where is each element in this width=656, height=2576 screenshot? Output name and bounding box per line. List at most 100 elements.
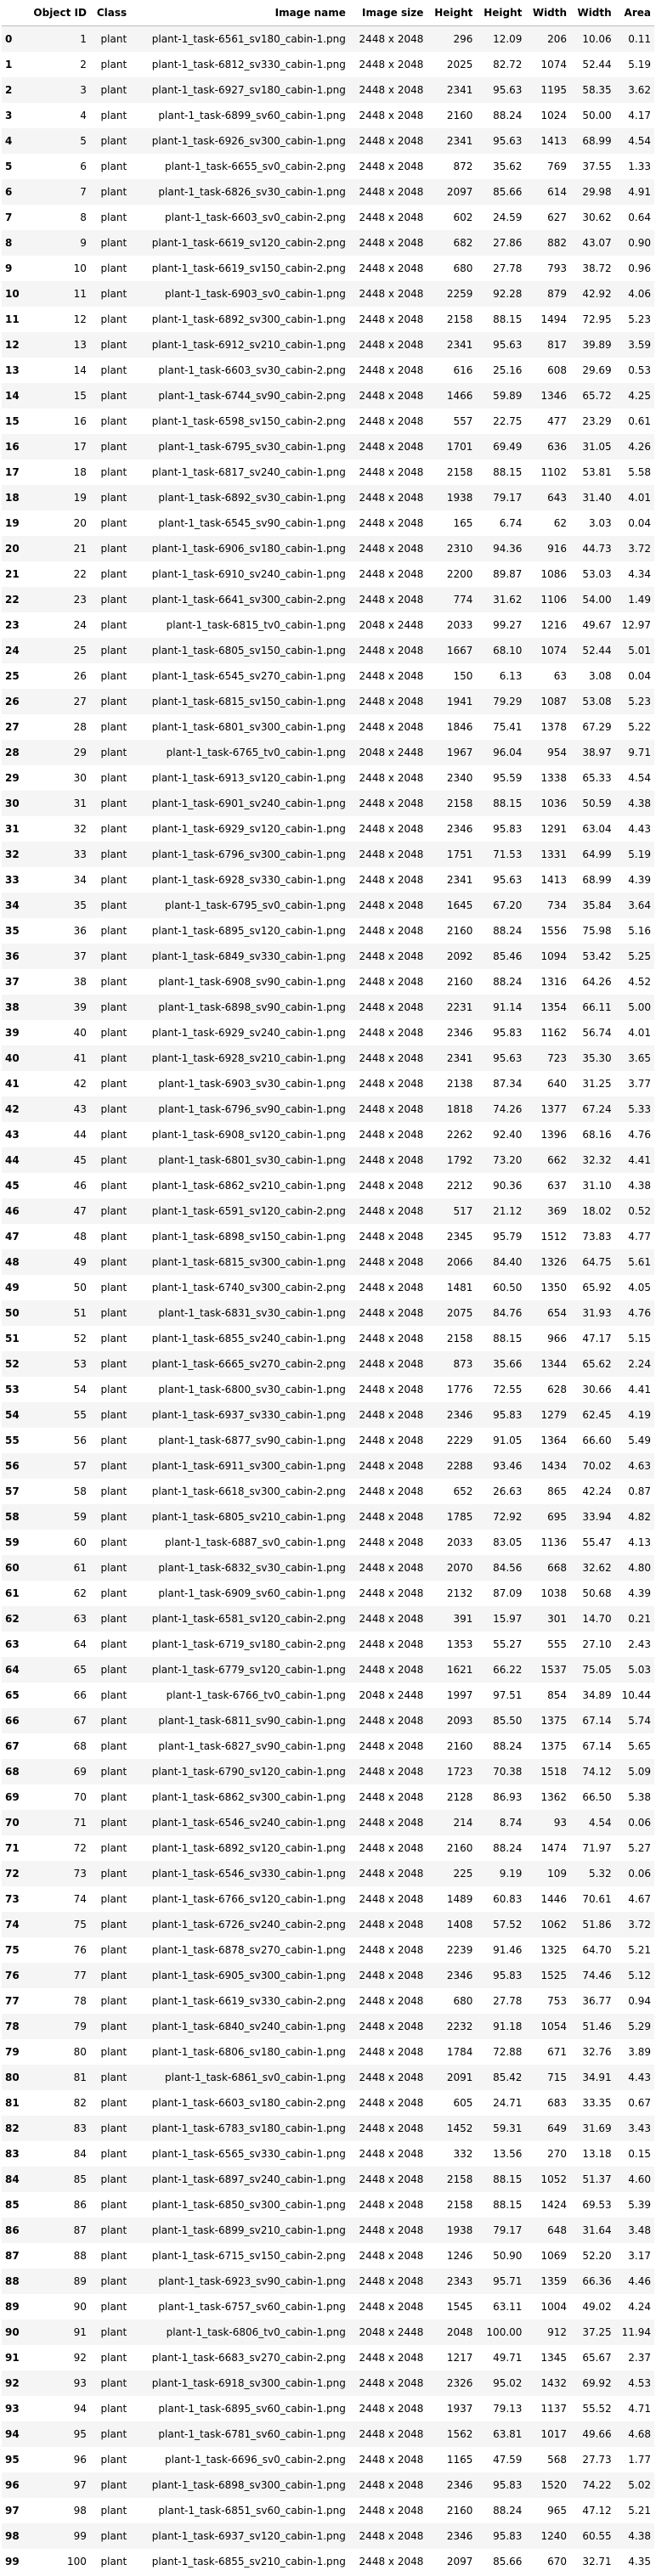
table-cell: 91.18 — [493, 2021, 523, 2032]
table-row: 97 98 plant plant-1_task-6851_sv60_cabin-1.… — [2, 2498, 654, 2523]
table-cell: 54.00 — [582, 594, 612, 606]
table-cell: plant — [100, 1256, 127, 1268]
table-cell: 1413 — [540, 135, 568, 147]
table-cell: plant-1_task-6937_sv330_cabin-1.png — [151, 1409, 346, 1421]
table-cell: 2048 x 2448 — [359, 619, 424, 631]
table-cell: 2448 x 2048 — [359, 2097, 424, 2109]
table-cell: 2259 — [446, 288, 473, 300]
table-cell: 1364 — [540, 1435, 568, 1446]
table-cell: 84.40 — [493, 1256, 523, 1268]
table-cell: 966 — [547, 1333, 568, 1344]
table-cell: 2343 — [446, 2275, 473, 2287]
row-index: 18 — [5, 492, 20, 504]
table-cell: 2448 x 2048 — [359, 2173, 424, 2185]
table-cell: 965 — [547, 2505, 568, 2517]
table-row: 31 32 plant plant-1_task-6929_sv120_cabin-1… — [2, 816, 654, 842]
table-cell: 31.62 — [493, 594, 523, 606]
table-cell: 2448 x 2048 — [359, 2530, 424, 2542]
table-row: 9 10 plant plant-1_task-6619_sv150_cabin-2.… — [2, 256, 654, 281]
table-cell: 66.60 — [582, 1435, 612, 1446]
table-cell: 2448 x 2048 — [359, 313, 424, 325]
table-cell: 71 — [73, 1817, 87, 1829]
table-cell: plant-1_task-6877_sv90_cabin-1.png — [158, 1435, 346, 1446]
table-cell: 774 — [453, 594, 473, 606]
table-cell: 2448 x 2048 — [359, 2046, 424, 2058]
table-cell: 59.31 — [493, 2122, 523, 2134]
table-cell: plant-1_task-6817_sv240_cabin-1.png — [151, 466, 346, 478]
row-index: 58 — [5, 1511, 20, 1523]
table-cell: 517 — [453, 1205, 473, 1217]
table-cell: 332 — [453, 2148, 473, 2160]
table-cell: 2448 x 2048 — [359, 1435, 424, 1446]
table-row: 64 65 plant plant-1_task-6779_sv120_cabin-1… — [2, 1657, 654, 1683]
table-row: 46 47 plant plant-1_task-6591_sv120_cabin-2… — [2, 1198, 654, 1224]
table-row: 15 16 plant plant-1_task-6598_sv150_cabin-2… — [2, 409, 654, 434]
table-cell: 23.29 — [582, 415, 612, 427]
table-cell: plant — [100, 1740, 127, 1752]
table-cell: 6.74 — [499, 517, 523, 529]
table-row: 19 20 plant plant-1_task-6545_sv90_cabin-1.… — [2, 510, 654, 536]
table-row: 0 1 plant plant-1_task-6561_sv180_cabin-1.p… — [2, 25, 654, 52]
table-cell: 2448 x 2048 — [359, 1511, 424, 1523]
table-cell: 51.86 — [582, 1919, 612, 1931]
table-cell: 36 — [73, 925, 87, 937]
table-cell: 2448 x 2048 — [359, 594, 424, 606]
table-row: 40 41 plant plant-1_task-6928_sv210_cabin-1… — [2, 1046, 654, 1071]
table-cell: 12.97 — [621, 619, 651, 631]
table-cell: 74.26 — [493, 1103, 523, 1115]
table-cell: 2346 — [446, 2530, 473, 2542]
table-cell: 8 — [80, 211, 87, 223]
table-cell: 2341 — [446, 135, 473, 147]
table-cell: 95.63 — [493, 135, 523, 147]
table-cell: 2448 x 2048 — [359, 976, 424, 988]
table-cell: 2448 x 2048 — [359, 2454, 424, 2466]
table-cell: 39.89 — [582, 339, 612, 351]
table-cell: 817 — [547, 339, 568, 351]
table-row: 18 19 plant plant-1_task-6892_sv30_cabin-1.… — [2, 485, 654, 510]
table-cell: plant — [100, 543, 127, 555]
table-cell: 98 — [73, 2505, 87, 2517]
table-cell: plant-1_task-6850_sv300_cabin-1.png — [151, 2199, 346, 2211]
table-cell: 18 — [73, 466, 87, 478]
table-cell: 9.19 — [499, 1868, 523, 1880]
table-row: 99 100 plant plant-1_task-6855_sv210_cabin-… — [2, 2549, 654, 2574]
table-cell: 37 — [73, 950, 87, 962]
row-index: 60 — [5, 1562, 20, 1574]
table-cell: 95.79 — [493, 1231, 523, 1243]
table-cell: 4 — [80, 110, 87, 121]
table-cell: 2288 — [446, 1460, 473, 1472]
table-cell: 4.38 — [628, 1180, 651, 1192]
table-row: 58 59 plant plant-1_task-6805_sv210_cabin-1… — [2, 1504, 654, 1530]
table-cell: 649 — [547, 2122, 568, 2134]
table-cell: 2160 — [446, 110, 473, 121]
table-cell: 73.20 — [493, 1154, 523, 1166]
table-cell: 60.50 — [493, 1282, 523, 1294]
table-cell: 31.40 — [582, 492, 612, 504]
table-cell: 35.84 — [582, 899, 612, 911]
table-cell: 65.33 — [582, 772, 612, 784]
table-cell: 680 — [453, 262, 473, 274]
table-cell: 11.94 — [621, 2326, 651, 2338]
table-cell: 2448 x 2048 — [359, 1536, 424, 1548]
table-cell: plant-1_task-6591_sv120_cabin-2.png — [151, 1205, 346, 1217]
table-cell: 3.72 — [628, 1919, 651, 1931]
table-cell: plant — [100, 823, 127, 835]
table-cell: 2128 — [446, 1791, 473, 1803]
row-index: 42 — [5, 1103, 20, 1115]
table-cell: 916 — [547, 543, 568, 555]
table-cell: 62 — [73, 1587, 87, 1599]
row-index: 44 — [5, 1154, 20, 1166]
table-cell: plant — [100, 2046, 127, 2058]
table-cell: 1217 — [446, 2352, 473, 2364]
table-cell: plant — [100, 390, 127, 402]
table-cell: 637 — [547, 1180, 568, 1192]
table-cell: 2448 x 2048 — [359, 364, 424, 376]
table-cell: plant-1_task-6696_sv0_cabin-2.png — [165, 2454, 346, 2466]
table-cell: 87 — [73, 2224, 87, 2236]
table-cell: 2448 x 2048 — [359, 1715, 424, 1727]
table-row: 38 39 plant plant-1_task-6898_sv90_cabin-1.… — [2, 995, 654, 1020]
table-cell: 74 — [73, 1893, 87, 1905]
table-row: 77 78 plant plant-1_task-6619_sv330_cabin-2… — [2, 1988, 654, 2014]
table-cell: plant-1_task-6895_sv120_cabin-1.png — [151, 925, 346, 937]
row-index: 43 — [5, 1129, 20, 1141]
